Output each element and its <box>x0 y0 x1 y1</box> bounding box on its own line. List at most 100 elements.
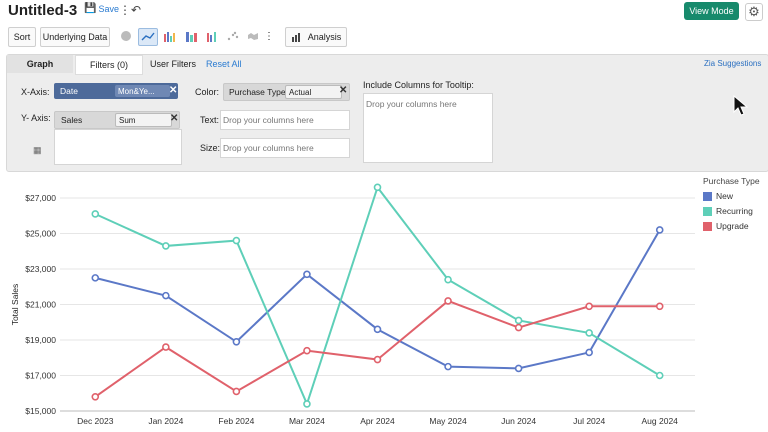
color-aggregation-select[interactable]: Actual <box>285 85 342 99</box>
y-axis-title: Total Sales <box>10 284 20 326</box>
sort-button[interactable]: Sort <box>8 27 36 47</box>
save-button[interactable]: 💾 Save <box>84 3 119 14</box>
remove-x-axis-icon[interactable]: ✕ <box>169 85 178 96</box>
tab-filters[interactable]: Filters (0) <box>75 55 143 75</box>
legend-label: New <box>716 191 734 201</box>
analysis-button[interactable]: Analysis <box>285 27 347 47</box>
remove-color-icon[interactable]: ✕ <box>339 85 348 96</box>
tooltip-label: Include Columns for Tooltip: <box>363 80 474 90</box>
x-tick-label: Jun 2024 <box>501 416 536 426</box>
add-axis-icon[interactable]: ▦ <box>33 145 42 155</box>
data-point[interactable] <box>162 242 170 250</box>
y-tick-label: $19,000 <box>25 335 56 345</box>
data-point[interactable] <box>444 362 452 371</box>
data-point[interactable] <box>303 400 311 408</box>
data-point[interactable] <box>232 387 241 396</box>
legend-item-new[interactable]: New <box>703 191 733 201</box>
x-tick-label: May 2024 <box>429 416 467 426</box>
map-chart-icon[interactable] <box>244 28 262 44</box>
data-point[interactable] <box>303 346 311 355</box>
size-drop-zone[interactable]: Drop your columns here <box>220 138 350 158</box>
legend-swatch <box>703 221 712 231</box>
x-tick-label: Dec 2023 <box>77 416 114 426</box>
data-point[interactable] <box>373 325 382 334</box>
legend-swatch <box>703 191 712 201</box>
color-field-name: Purchase Type <box>229 87 286 97</box>
more-charts-icon[interactable]: ⋮ <box>264 30 274 42</box>
reset-all-link[interactable]: Reset All <box>206 59 242 69</box>
report-title[interactable]: Untitled-3 <box>8 2 78 19</box>
data-point[interactable] <box>162 291 170 300</box>
tooltip-drop-placeholder: Drop your columns here <box>366 99 457 109</box>
stacked-bar-icon[interactable] <box>182 28 200 44</box>
data-point[interactable] <box>162 343 170 351</box>
grouped-bar-icon[interactable] <box>203 28 221 44</box>
x-tick-label: Feb 2024 <box>218 416 254 426</box>
series-line-new[interactable] <box>95 229 661 370</box>
size-drop-placeholder: Drop your columns here <box>223 143 314 153</box>
data-point[interactable] <box>514 364 523 373</box>
x-tick-label: Aug 2024 <box>642 416 679 426</box>
series-line-recurring[interactable] <box>94 185 661 407</box>
data-point[interactable] <box>232 236 241 245</box>
line-chart-icon[interactable] <box>138 28 158 46</box>
underlying-data-button[interactable]: Underlying Data <box>40 27 110 47</box>
line-chart[interactable]: $15,000 $17,000 $19,000 $21,000 $23,000 $25,0… <box>0 172 768 432</box>
data-point[interactable] <box>585 348 593 357</box>
data-point[interactable] <box>585 302 593 311</box>
settings-gear-icon[interactable]: ⚙ <box>745 3 763 21</box>
undo-icon[interactable]: ↶ <box>131 3 142 17</box>
data-point[interactable] <box>373 183 382 192</box>
data-point[interactable] <box>585 329 593 337</box>
text-drop-zone[interactable]: Drop your columns here <box>220 110 350 130</box>
data-point[interactable] <box>514 316 523 325</box>
view-mode-button[interactable]: View Mode <box>684 2 739 20</box>
data-point[interactable] <box>303 270 311 279</box>
x-axis-field-name: Date <box>60 86 78 96</box>
analysis-icon <box>291 33 300 42</box>
y-axis-aggregation-select[interactable]: Sum <box>115 113 172 127</box>
legend-item-recurring[interactable]: Recurring <box>703 206 753 216</box>
y-tick-label: $17,000 <box>25 371 56 381</box>
data-point[interactable] <box>655 226 664 234</box>
pie-chart-icon[interactable] <box>117 28 135 44</box>
y-axis-label: Y- Axis: <box>21 113 51 123</box>
analysis-label: Analysis <box>307 32 342 42</box>
y-tick-label: $21,000 <box>25 300 56 310</box>
x-tick-label: Jul 2024 <box>573 416 605 426</box>
data-point[interactable] <box>655 371 664 380</box>
more-options-icon[interactable]: ⋮ <box>119 3 131 17</box>
data-point[interactable] <box>91 274 100 282</box>
color-aggregation-value: Actual <box>289 87 312 97</box>
legend-item-upgrade[interactable]: Upgrade <box>703 221 749 231</box>
save-icon: 💾 <box>84 3 97 14</box>
chart-toolbar: Sort Underlying Data ⋮ Analysis <box>0 27 768 47</box>
x-tick-label: Mar 2024 <box>289 416 325 426</box>
y-axis-drop-zone[interactable] <box>54 129 182 165</box>
x-axis-aggregation-value: Mon&Ye... <box>118 86 155 96</box>
data-point[interactable] <box>514 323 523 332</box>
x-axis-label: X-Axis: <box>21 87 50 97</box>
chart-config-panel: Graph Filters (0) User Filters Reset All… <box>6 54 768 172</box>
data-point[interactable] <box>232 337 241 346</box>
data-point[interactable] <box>444 275 452 284</box>
data-point[interactable] <box>91 210 100 218</box>
scatter-chart-icon[interactable] <box>224 28 242 44</box>
color-label: Color: <box>195 87 220 97</box>
data-point[interactable] <box>373 355 382 364</box>
x-axis-aggregation-select[interactable]: Mon&Ye... <box>115 85 170 97</box>
remove-y-axis-icon[interactable]: ✕ <box>170 113 179 124</box>
y-tick-label: $15,000 <box>25 406 56 416</box>
y-axis-aggregation-value: Sum <box>119 115 136 125</box>
zia-suggestions-link[interactable]: Zia Suggestions <box>704 59 762 68</box>
data-point[interactable] <box>444 297 452 305</box>
bar-chart-icon[interactable] <box>160 28 178 44</box>
data-point[interactable] <box>91 393 100 401</box>
series-line-upgrade[interactable] <box>94 299 660 398</box>
tooltip-drop-zone[interactable]: Drop your columns here <box>363 93 493 163</box>
tab-user-filters[interactable]: User Filters <box>149 59 196 69</box>
top-bar: Untitled-3 💾 Save ⋮ ↶ View Mode ⚙ <box>0 0 768 24</box>
tab-graph[interactable]: Graph <box>7 55 73 73</box>
data-point[interactable] <box>655 302 664 311</box>
mouse-cursor-icon <box>733 95 749 116</box>
